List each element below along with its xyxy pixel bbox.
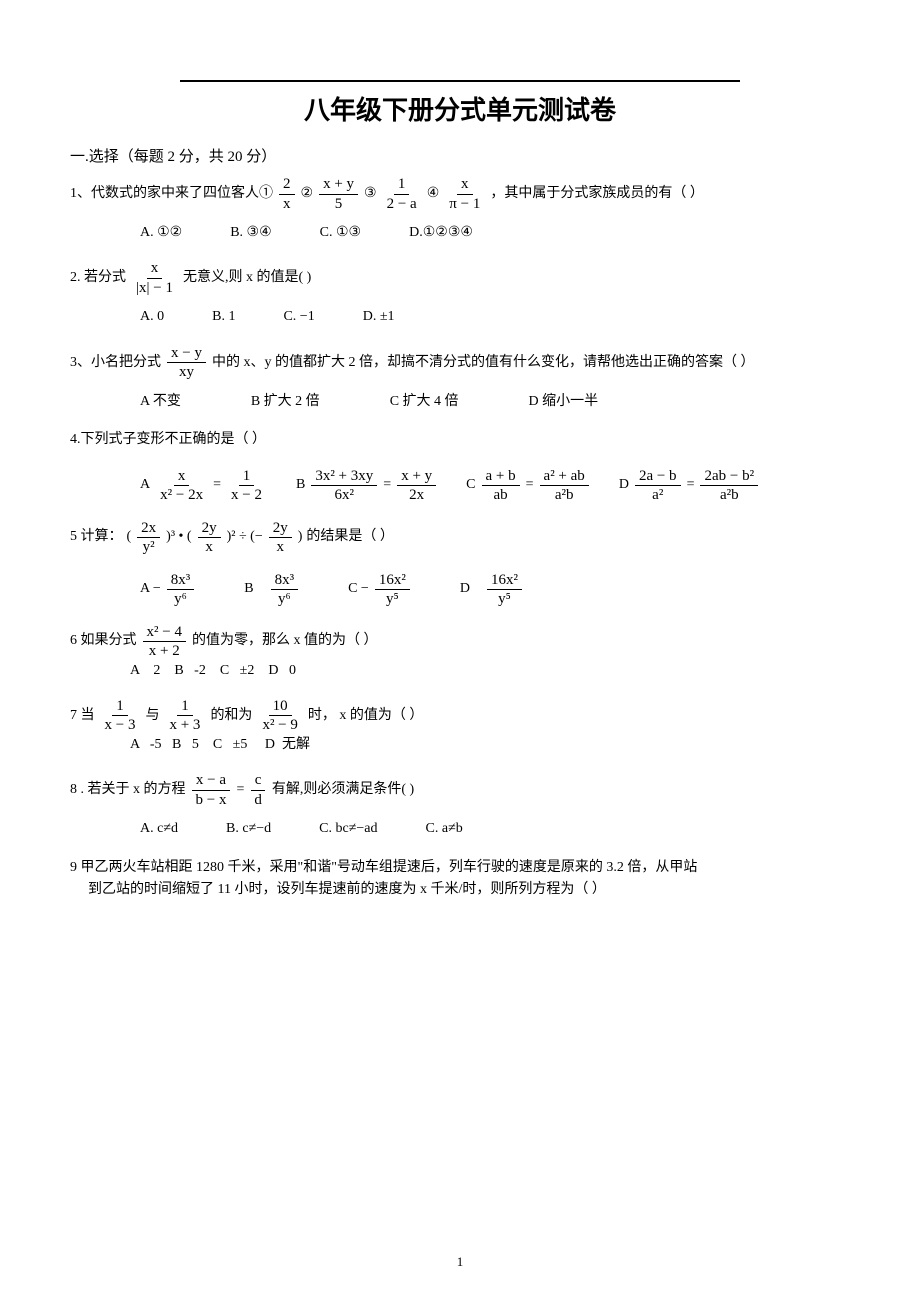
- q4-opt-d: D 2a − ba² = 2ab − b²a²b: [619, 468, 760, 504]
- question-2: 2. 若分式 x|x| − 1 无意义,则 x 的值是( ) A. 0 B. 1…: [70, 260, 850, 328]
- q7-suffix: 时， x 的值为（ ）: [308, 705, 424, 727]
- question-8: 8 . 若关于 x 的方程 x − ab − x = cd 有解,则必须满足条件…: [70, 772, 850, 840]
- q5-opt-c: C − 16x²y⁵: [348, 572, 412, 608]
- q8-opt-b: B. c≠−d: [226, 818, 271, 840]
- q1-opt-c: C. ①③: [320, 222, 361, 244]
- q5-suffix: 的结果是（ ）: [306, 526, 394, 548]
- q3-opt-c: C 扩大 4 倍: [390, 391, 459, 413]
- q2-opt-c: C. −1: [283, 306, 314, 328]
- q2-prefix: 2. 若分式: [70, 267, 126, 289]
- q3-opt-d: D 缩小一半: [529, 391, 599, 413]
- q7-prefix: 7 当: [70, 705, 95, 727]
- q9-line1: 9 甲乙两火车站相距 1280 千米，采用"和谐"号动车组提速后，列车行驶的速度…: [70, 857, 850, 879]
- q1-frac2: x + y5: [319, 176, 358, 212]
- q5-opt-a: A − 8x³y⁶: [140, 572, 196, 608]
- q1-opt-d: D.①②③④: [409, 222, 473, 244]
- question-6: 6 如果分式 x² − 4x + 2 的值为零，那么 x 值的为（ ） A 2 …: [70, 624, 850, 682]
- q8-prefix: 8 . 若关于 x 的方程: [70, 779, 186, 801]
- q5-prefix: 5 计算：: [70, 526, 123, 548]
- q5-opt-b: B 8x³y⁶: [244, 572, 300, 608]
- q1-opt-b: B. ③④: [230, 222, 271, 244]
- q1-suffix: ，其中属于分式家族成员的有（ ）: [490, 183, 704, 205]
- q2-opt-a: A. 0: [140, 306, 164, 328]
- q4-text: 4.下列式子变形不正确的是（ ）: [70, 429, 850, 451]
- page-number: 1: [0, 1254, 920, 1270]
- q1-opt-a: A. ①②: [140, 222, 182, 244]
- q4-opt-c: C a + bab = a² + aba²b: [466, 468, 591, 504]
- q8-suffix: 有解,则必须满足条件( ): [272, 779, 414, 801]
- q5-opt-d: D 16x²y⁵: [460, 572, 524, 608]
- q1-mid2: ③: [364, 183, 377, 205]
- q2-opt-d: D. ±1: [363, 306, 395, 328]
- q2-suffix: 无意义,则 x 的值是( ): [183, 267, 311, 289]
- header-rule: [180, 80, 740, 82]
- q2-opt-b: B. 1: [212, 306, 235, 328]
- question-9: 9 甲乙两火车站相距 1280 千米，采用"和谐"号动车组提速后，列车行驶的速度…: [70, 857, 850, 902]
- q4-opt-a: A xx² − 2x = 1x − 2: [140, 468, 268, 504]
- q6-opts: A 2 B -2 C ±2 D 0: [70, 660, 850, 682]
- question-1: 1、代数式的家中来了四位客人① 2x ② x + y5 ③ 12 − a ④ x…: [70, 176, 850, 244]
- q4-opt-b: B 3x² + 3xy6x² = x + y2x: [296, 468, 438, 504]
- q3-prefix: 3、小名把分式: [70, 352, 161, 374]
- question-5: 5 计算： ( 2xy² )³ • ( 2yx )² ÷ (− 2yx ) 的结…: [70, 520, 850, 608]
- question-3: 3、小名把分式 x − yxy 中的 x、y 的值都扩大 2 倍，却搞不清分式的…: [70, 345, 850, 413]
- q1-mid3: ④: [427, 183, 440, 205]
- q6-prefix: 6 如果分式: [70, 630, 137, 652]
- section-heading: 一.选择（每题 2 分，共 20 分）: [70, 145, 850, 166]
- page-title: 八年级下册分式单元测试卷: [70, 90, 850, 127]
- q1-prefix: 1、代数式的家中来了四位客人①: [70, 183, 273, 205]
- q3-frac: x − yxy: [167, 345, 206, 381]
- q2-frac: x|x| − 1: [132, 260, 177, 296]
- q1-frac4: xπ − 1: [445, 176, 484, 212]
- q8-opt-a: A. c≠d: [140, 818, 178, 840]
- q3-opt-b: B 扩大 2 倍: [251, 391, 320, 413]
- q3-suffix: 中的 x、y 的值都扩大 2 倍，却搞不清分式的值有什么变化，请帮他选出正确的答…: [212, 352, 755, 374]
- q3-opt-a: A 不变: [140, 391, 181, 413]
- q1-frac1: 2x: [279, 176, 295, 212]
- q9-line2: 到乙站的时间缩短了 11 小时，设列车提速前的速度为 x 千米/时，则所列方程为…: [70, 879, 850, 901]
- question-4: 4.下列式子变形不正确的是（ ） A xx² − 2x = 1x − 2 B 3…: [70, 429, 850, 503]
- q1-frac3: 12 − a: [383, 176, 421, 212]
- q8-opt-d: C. a≠b: [426, 818, 463, 840]
- q1-mid1: ②: [301, 183, 314, 205]
- q8-opt-c: C. bc≠−ad: [319, 818, 377, 840]
- q7-opts: A -5 B 5 C ±5 D 无解: [70, 734, 850, 756]
- q6-suffix: 的值为零，那么 x 值的为（ ）: [192, 630, 378, 652]
- question-7: 7 当 1x − 3 与 1x + 3 的和为 10x² − 9 时， x 的值…: [70, 698, 850, 756]
